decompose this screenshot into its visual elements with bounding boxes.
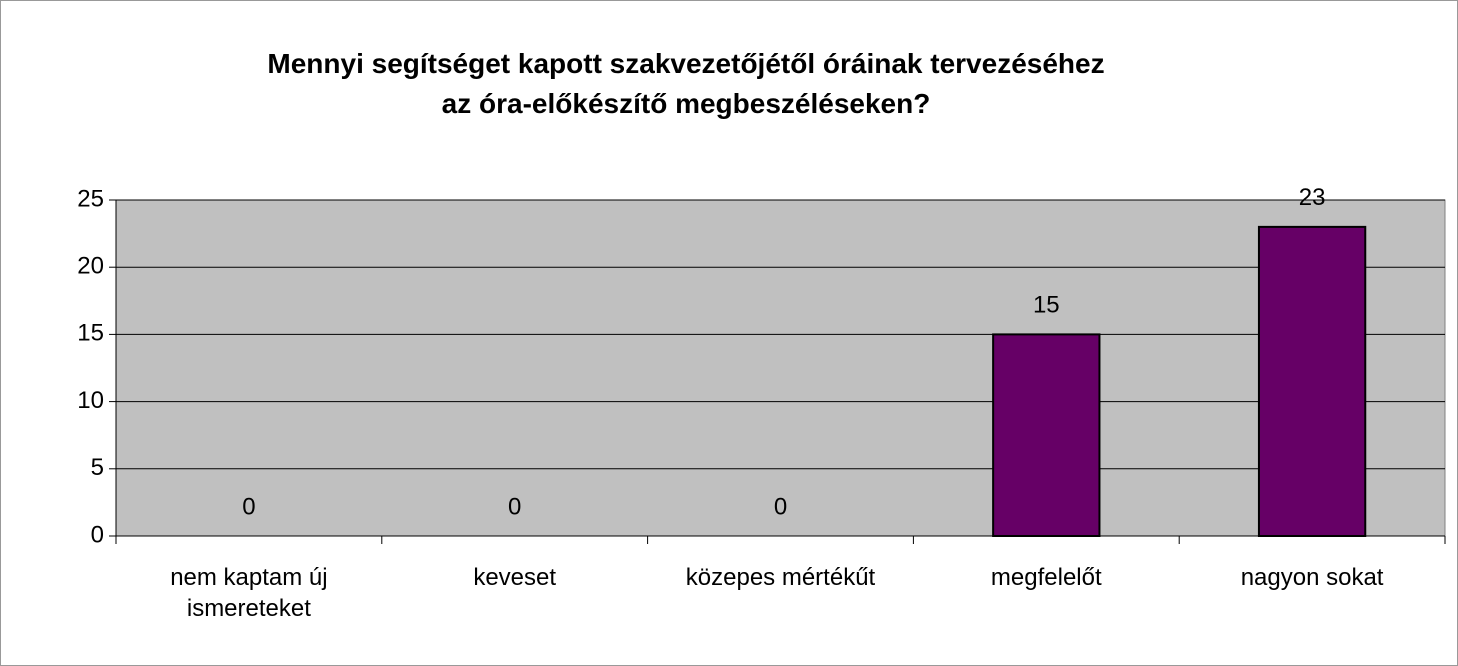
y-tick-label: 20	[77, 253, 104, 280]
value-label: 15	[1033, 292, 1060, 319]
x-tick-label: közepes mértékűt	[685, 564, 876, 591]
y-tick-label: 5	[91, 454, 104, 481]
chart-title: Mennyi segítséget kapott szakvezetőjétől…	[267, 48, 1105, 119]
y-tick-label: 15	[77, 320, 104, 347]
x-tick-label: keveset	[473, 564, 557, 591]
value-label: 0	[508, 493, 521, 520]
bar	[1257, 225, 1367, 537]
y-tick-label: 10	[77, 387, 104, 414]
x-tick-label: nem kaptam új ismereteket	[170, 564, 328, 622]
value-label: 0	[242, 493, 255, 520]
x-tick-label: nagyon sokat	[1240, 564, 1384, 591]
y-tick-label: 25	[77, 185, 104, 212]
y-tick-label: 0	[91, 521, 104, 548]
bar	[992, 333, 1101, 537]
value-label: 0	[774, 493, 787, 520]
value-label: 23	[1299, 184, 1326, 211]
plot-area	[115, 199, 1446, 537]
x-tick-label: megfelelőt	[990, 564, 1102, 591]
